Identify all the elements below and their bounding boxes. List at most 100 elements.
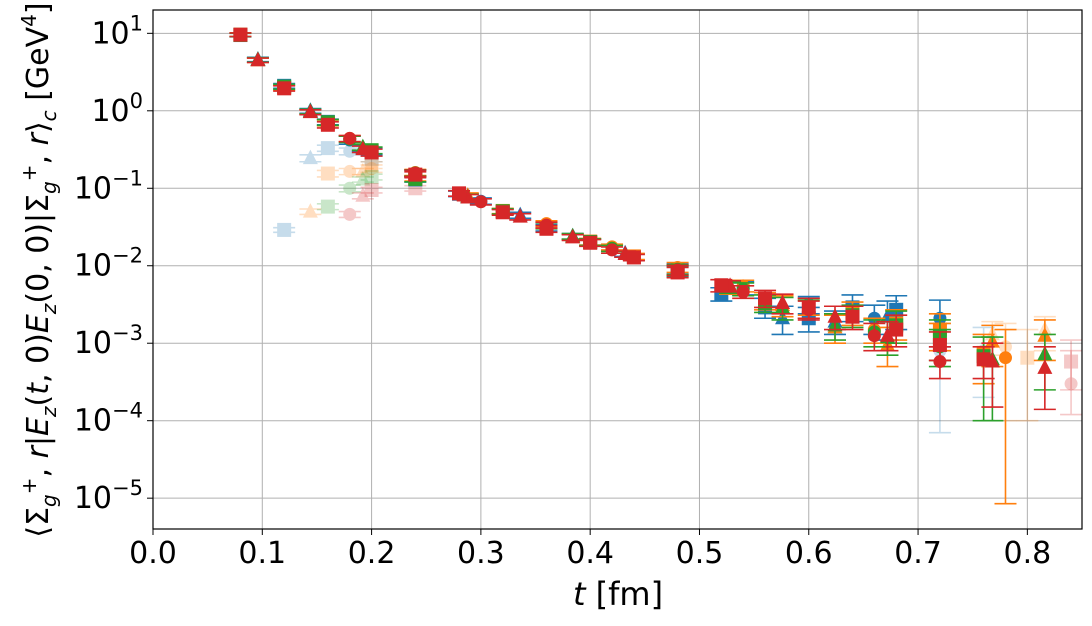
data-point <box>1064 377 1078 391</box>
data-point <box>364 157 379 172</box>
data-point <box>565 228 581 244</box>
grid <box>147 10 1082 535</box>
data-point <box>775 294 791 310</box>
data-point <box>495 205 510 220</box>
data-point <box>714 278 729 293</box>
series-square <box>316 169 383 214</box>
series-square <box>229 27 995 422</box>
data-point <box>758 291 773 306</box>
data-point <box>583 235 598 250</box>
y-tick-exponent: 1 <box>130 11 143 35</box>
data-point <box>343 181 357 195</box>
y-tick-label: 10−3 <box>74 321 143 361</box>
x-tick-label: 0.5 <box>676 536 724 571</box>
data-point <box>302 149 318 165</box>
x-tick-labels: 0.0 0.1 0.2 0.3 0.4 0.5 0.6 0.7 0.8 <box>129 536 1051 571</box>
y-tick-base: 10 <box>74 404 112 439</box>
y-tick-base: 10 <box>74 326 112 361</box>
x-tick-label: 0.3 <box>457 536 505 571</box>
data-point <box>302 203 318 218</box>
x-axis-label: t [fm] <box>573 575 663 613</box>
y-tick-base: 10 <box>91 94 129 129</box>
x-tick-label: 0.7 <box>894 536 942 571</box>
data-point <box>320 117 335 132</box>
y-axis-label: ⟨Σg+, r|Ez(t, 0)Ez(0, 0)|Σg+, r⟩c [GeV4] <box>17 2 61 537</box>
data-points <box>229 27 1083 505</box>
data-point <box>1064 354 1079 369</box>
data-point <box>364 145 379 160</box>
data-point <box>277 222 292 237</box>
data-point <box>355 162 371 178</box>
series-square <box>229 27 995 380</box>
data-point <box>343 144 357 158</box>
data-point <box>736 285 750 299</box>
series-circle <box>338 131 951 380</box>
data-point <box>277 81 292 96</box>
y-tick-exponent: −4 <box>112 399 143 423</box>
series-triangle <box>351 187 374 202</box>
y-tick-label: 10−5 <box>74 476 143 516</box>
data-point <box>998 351 1012 365</box>
series-triangle <box>246 51 1056 422</box>
x-tick-label: 0.1 <box>238 536 286 571</box>
data-point <box>355 187 371 202</box>
y-tick-exponent: −2 <box>112 244 143 268</box>
data-point <box>364 182 379 197</box>
data-point <box>343 164 357 178</box>
data-point <box>1037 359 1053 374</box>
data-point <box>474 195 488 209</box>
series-circle <box>338 161 1017 422</box>
series-circle <box>338 207 1083 416</box>
data-point <box>302 103 318 119</box>
x-tick-label: 0.6 <box>785 536 833 571</box>
y-tick-exponent: −1 <box>112 166 143 190</box>
data-point <box>845 309 860 324</box>
data-point <box>1020 350 1035 365</box>
data-point <box>889 322 904 337</box>
series-triangle <box>246 51 1056 411</box>
data-point <box>364 169 379 184</box>
data-point <box>867 329 881 343</box>
y-tick-label: 100 <box>91 89 143 129</box>
series-triangle <box>351 170 374 186</box>
data-point <box>827 308 843 323</box>
data-point <box>452 186 467 201</box>
series-circle <box>338 131 1017 505</box>
y-tick-exponent: −5 <box>112 476 143 500</box>
y-tick-label: 10−4 <box>74 399 143 439</box>
data-point <box>539 221 554 236</box>
y-tick-base: 10 <box>91 16 129 51</box>
data-point <box>233 27 248 42</box>
data-point <box>408 167 423 182</box>
y-tick-base: 10 <box>74 481 112 516</box>
data-point <box>670 265 685 280</box>
data-point <box>933 355 947 369</box>
y-tick-label: 101 <box>91 11 143 51</box>
plot-frame <box>152 9 1083 530</box>
y-tick-label: 10−2 <box>74 244 143 284</box>
x-tick-label: 0.4 <box>566 536 614 571</box>
data-point <box>879 327 895 342</box>
data-point <box>343 207 357 221</box>
x-tick-label: 0.2 <box>348 536 396 571</box>
data-point <box>512 208 528 223</box>
y-tick-exponent: 0 <box>130 89 143 113</box>
data-point <box>355 170 371 186</box>
data-point <box>365 161 379 175</box>
data-point <box>320 199 335 214</box>
data-point <box>250 51 266 67</box>
y-tick-label: 10−1 <box>74 166 143 206</box>
data-point <box>626 250 641 265</box>
series-square <box>316 157 1039 422</box>
y-tick-base: 10 <box>74 171 112 206</box>
series-circle <box>338 181 361 195</box>
data-point <box>605 243 619 257</box>
y-tick-base: 10 <box>74 249 112 284</box>
data-point <box>932 337 947 352</box>
x-tick-label: 0.8 <box>1003 536 1051 571</box>
data-point <box>976 352 991 367</box>
data-point <box>801 300 816 315</box>
